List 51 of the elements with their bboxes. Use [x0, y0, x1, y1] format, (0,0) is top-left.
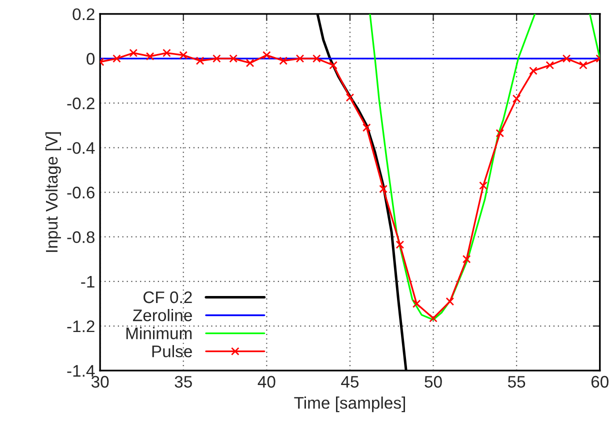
- point: [179, 51, 188, 60]
- point: [162, 48, 171, 58]
- point: [196, 56, 204, 65]
- x-tick-label: 40: [258, 376, 276, 388]
- legend-label: Pulse: [152, 345, 192, 358]
- point: [129, 48, 138, 58]
- point: [429, 314, 438, 322]
- point: [146, 52, 154, 60]
- point: [446, 297, 454, 306]
- x-tick-label: 55: [508, 376, 526, 388]
- point: [546, 61, 554, 70]
- point: [279, 56, 288, 65]
- point: [462, 254, 471, 264]
- x-tick-label: 30: [91, 376, 109, 388]
- point: [246, 58, 254, 68]
- point: [312, 54, 321, 63]
- x-tick-label: 60: [591, 376, 608, 388]
- y-tick-label: -1.4: [67, 365, 95, 377]
- point: [379, 184, 388, 194]
- point: [296, 54, 304, 63]
- point: [412, 300, 421, 308]
- x-tick-label: 50: [424, 376, 442, 388]
- point: [496, 129, 504, 138]
- y-tick-label: -0.8: [67, 231, 94, 244]
- point: [262, 51, 271, 60]
- y-tick-label: -1: [81, 276, 94, 288]
- y-tick-label: -0.2: [67, 98, 94, 110]
- point: [229, 54, 238, 63]
- y-axis-title: Input Voltage [V]: [45, 132, 61, 252]
- y-tick-label: 0: [86, 52, 95, 65]
- y-tick-label: 0.2: [72, 8, 94, 20]
- point: [346, 93, 354, 102]
- point: [396, 240, 404, 249]
- legend-label: Zeroline: [132, 308, 192, 322]
- point: [329, 61, 338, 70]
- x-tick-label: 35: [174, 376, 192, 388]
- point: [562, 54, 571, 63]
- y-tick-label: -0.4: [67, 142, 95, 154]
- legend-label: CF 0.2: [144, 291, 192, 304]
- point: [479, 181, 488, 190]
- x-tick-label: 45: [341, 376, 359, 388]
- legend-label: Minimum: [126, 327, 192, 340]
- point: [212, 54, 221, 63]
- point: [512, 94, 521, 103]
- point: [579, 61, 588, 70]
- y-tick-label: -1.2: [67, 320, 94, 332]
- y-tick-label: -0.6: [67, 186, 94, 198]
- point: [112, 54, 121, 63]
- point: [529, 66, 538, 75]
- x-axis-title: Time [samples]: [294, 396, 405, 412]
- point: [362, 123, 371, 132]
